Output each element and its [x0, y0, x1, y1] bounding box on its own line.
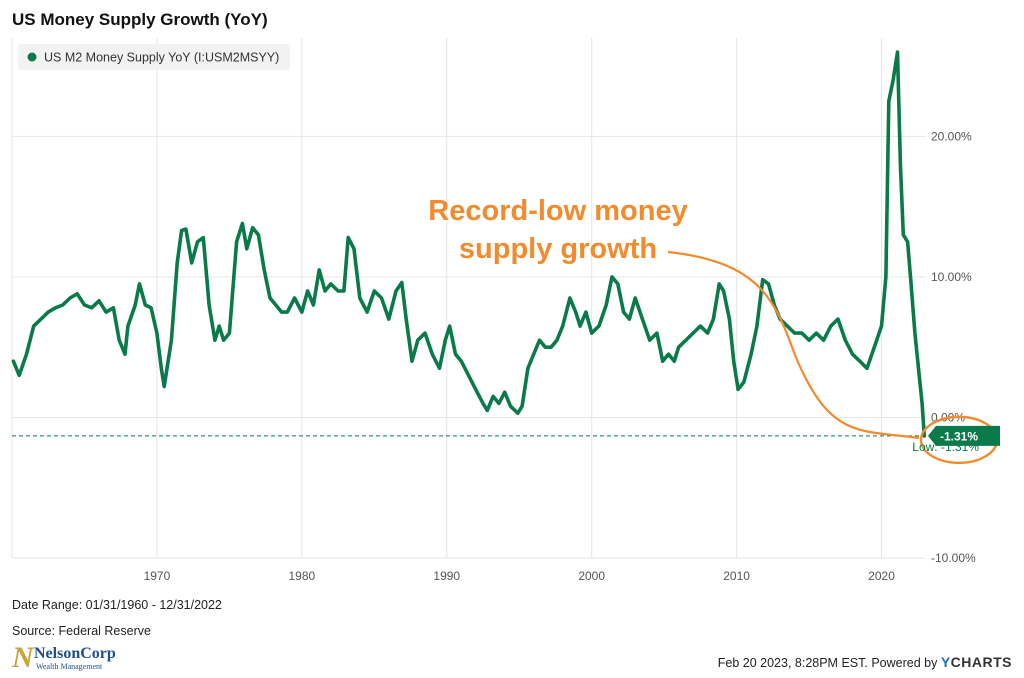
date-range: Date Range: 01/31/1960 - 12/31/2022 [12, 598, 222, 612]
last-value-label: -1.31% [940, 429, 978, 443]
x-tick-label: 1970 [144, 569, 171, 583]
x-tick-label: 1990 [433, 569, 460, 583]
legend[interactable]: US M2 Money Supply YoY (I:USM2MSYY) [18, 44, 290, 70]
last-value-flag-shape [928, 425, 1000, 446]
legend-label: US M2 Money Supply YoY (I:USM2MSYY) [44, 51, 279, 65]
grid [11, 38, 925, 559]
chart-title: US Money Supply Growth (YoY) [12, 10, 268, 29]
nelsoncorp-logo: N NelsonCorp Wealth Management [12, 641, 122, 674]
ycharts-logo[interactable]: YCHARTS [941, 654, 1012, 670]
axes: 1970 1980 1990 2000 2010 202020.00%10.00%0.00… [144, 129, 976, 583]
logo-name: NelsonCorp [34, 645, 116, 662]
legend-box [18, 44, 290, 70]
x-tick-label: 1980 [288, 569, 315, 583]
series-line [11, 50, 927, 438]
x-tick-label: 2020 [868, 569, 895, 583]
low-label: Low: -1.31% [912, 440, 979, 454]
logo-subtitle: Wealth Management [36, 662, 103, 671]
y-tick-label: -10.00% [931, 551, 976, 565]
x-tick-label: 2010 [723, 569, 750, 583]
x-tick-label: 2000 [578, 569, 605, 583]
callout: Record-low money supply growth [428, 195, 999, 465]
callout-arrow [667, 250, 920, 439]
ycharts-logo-y: Y [940, 654, 951, 670]
callout-line-2: supply growth [459, 233, 657, 265]
last-value-flag: -1.31% [928, 425, 1000, 446]
footer: Feb 20 2023, 8:28PM EST. Powered by YCHA… [718, 654, 1012, 670]
series-group [11, 50, 927, 438]
y-tick-label: 10.00% [931, 270, 972, 284]
y-tick-label: 20.00% [931, 129, 972, 143]
logo-letter: N [12, 641, 34, 674]
source: Source: Federal Reserve [12, 624, 151, 638]
legend-marker-icon [27, 52, 37, 62]
footer-timestamp: Feb 20 2023, 8:28PM EST. Powered by [717, 656, 938, 670]
ycharts-logo-rest: CHARTS [950, 654, 1012, 670]
callout-line-1: Record-low money [428, 195, 687, 227]
